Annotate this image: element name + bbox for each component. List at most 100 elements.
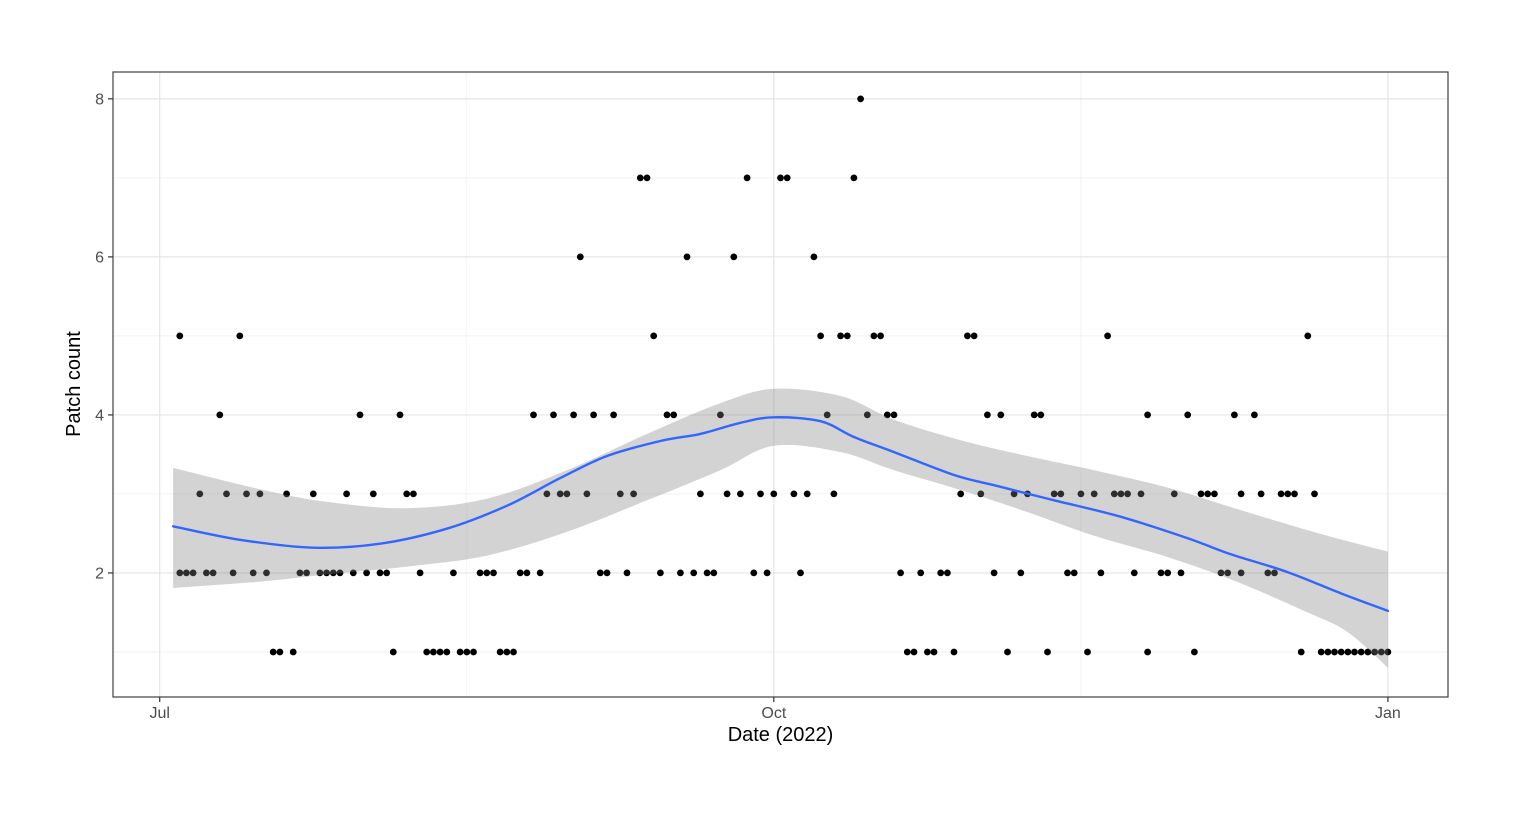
data-point xyxy=(1284,490,1292,498)
y-axis-title: Patch count xyxy=(63,331,85,437)
data-point xyxy=(1364,648,1372,656)
data-point xyxy=(403,490,411,498)
data-point xyxy=(763,569,771,577)
data-point xyxy=(323,569,330,577)
data-point xyxy=(1077,490,1085,498)
data-point xyxy=(1157,569,1165,577)
data-point xyxy=(630,490,637,498)
data-point xyxy=(463,648,471,656)
data-point xyxy=(1204,490,1212,498)
data-point xyxy=(917,569,925,577)
data-point xyxy=(1197,490,1205,498)
data-point xyxy=(536,569,544,577)
data-point xyxy=(777,174,784,182)
data-point xyxy=(456,648,464,656)
data-point xyxy=(997,411,1005,419)
data-point xyxy=(530,411,537,419)
data-point xyxy=(329,569,337,577)
data-point xyxy=(483,569,491,577)
data-point xyxy=(1237,490,1245,498)
data-point xyxy=(1177,569,1185,577)
data-point xyxy=(1324,648,1332,656)
data-point xyxy=(176,332,184,340)
data-point xyxy=(957,490,965,498)
data-point xyxy=(389,648,397,656)
data-point xyxy=(850,174,858,182)
data-point xyxy=(556,490,564,498)
data-point xyxy=(376,569,384,577)
data-point xyxy=(1144,411,1151,419)
panel-border xyxy=(112,71,1449,698)
data-point xyxy=(750,569,758,577)
data-point xyxy=(603,569,611,577)
data-point xyxy=(1110,490,1118,498)
data-point xyxy=(783,174,791,182)
data-point xyxy=(910,648,918,656)
data-point xyxy=(576,253,584,261)
data-point xyxy=(1224,569,1232,577)
data-point xyxy=(289,648,297,656)
data-point xyxy=(924,648,931,656)
data-point xyxy=(1137,490,1145,498)
data-point xyxy=(1371,648,1378,656)
data-point xyxy=(436,648,444,656)
data-point xyxy=(570,411,577,419)
data-point xyxy=(643,174,651,182)
data-point xyxy=(1057,490,1065,498)
data-point xyxy=(970,332,978,340)
data-point xyxy=(797,569,804,577)
data-point xyxy=(1277,490,1285,498)
data-point xyxy=(1144,648,1151,656)
data-point xyxy=(423,648,431,656)
y-tick-label: 8 xyxy=(95,91,104,108)
data-point xyxy=(810,253,818,261)
data-point xyxy=(223,490,230,498)
data-point xyxy=(410,490,417,498)
data-point xyxy=(1231,411,1238,419)
data-point xyxy=(817,332,824,340)
data-point xyxy=(209,569,217,577)
data-point xyxy=(1050,490,1058,498)
data-point xyxy=(296,569,304,577)
x-axis-title: Date (2022) xyxy=(727,724,834,746)
data-point xyxy=(563,490,571,498)
data-point xyxy=(1271,569,1278,577)
data-point xyxy=(623,569,631,577)
data-point xyxy=(1037,411,1045,419)
data-point xyxy=(984,411,991,419)
data-point xyxy=(276,648,284,656)
data-point xyxy=(1130,569,1138,577)
data-point xyxy=(470,648,477,656)
data-point xyxy=(937,569,945,577)
data-point xyxy=(176,569,184,577)
data-point xyxy=(657,569,664,577)
data-point xyxy=(229,569,237,577)
data-point xyxy=(1124,490,1131,498)
data-point xyxy=(1170,490,1178,498)
data-point xyxy=(803,490,811,498)
data-point xyxy=(343,490,350,498)
data-point xyxy=(1097,569,1105,577)
data-point xyxy=(336,569,344,577)
data-point xyxy=(964,332,971,340)
data-point xyxy=(196,490,204,498)
data-point xyxy=(863,411,871,419)
data-point xyxy=(590,411,597,419)
data-point xyxy=(930,648,938,656)
data-point xyxy=(723,490,731,498)
data-point xyxy=(690,569,698,577)
data-point xyxy=(183,569,190,577)
data-point xyxy=(1351,648,1358,656)
data-point xyxy=(1257,490,1265,498)
data-point xyxy=(216,411,224,419)
data-point xyxy=(1117,490,1125,498)
data-point xyxy=(1104,332,1111,340)
data-point xyxy=(683,253,691,261)
data-point xyxy=(1084,648,1091,656)
data-point xyxy=(523,569,531,577)
data-point xyxy=(1030,411,1038,419)
data-point xyxy=(770,490,778,498)
data-point xyxy=(443,648,451,656)
data-point xyxy=(697,490,704,498)
data-point xyxy=(596,569,604,577)
